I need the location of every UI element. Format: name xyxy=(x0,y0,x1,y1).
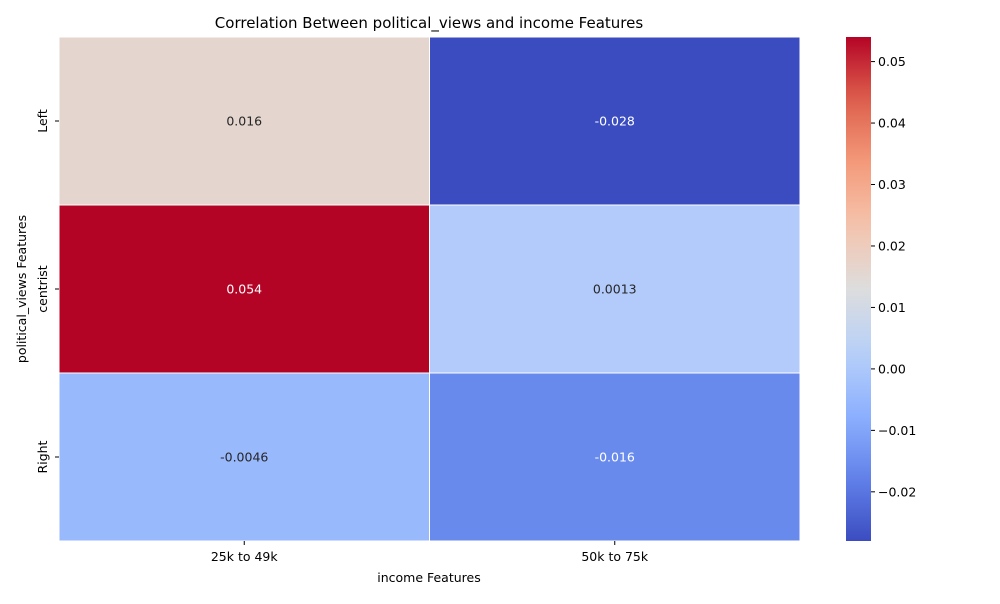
chart-title: Correlation Between political_views and … xyxy=(215,14,644,33)
cell-annotation: 0.016 xyxy=(226,114,262,129)
heatmap-cell xyxy=(429,204,801,374)
cell-annotations: 0.016 -0.028 0.054 0.0013 -0.0046 -0.016 xyxy=(220,114,637,465)
cell-annotation: -0.016 xyxy=(595,450,635,465)
heatmap-cell xyxy=(429,36,801,206)
y-tick-label: Right xyxy=(35,440,50,473)
heatmap-cell xyxy=(58,204,430,374)
colorbar-tick-label: 0.01 xyxy=(878,300,906,315)
colorbar: 0.05 0.04 0.03 0.02 0.01 0.00 −0.01 −0.02 xyxy=(846,37,916,541)
colorbar-tick-label: −0.02 xyxy=(878,484,916,499)
heatmap-cell xyxy=(58,372,430,542)
x-tick-label: 50k to 75k xyxy=(581,549,649,564)
y-tick-label: Left xyxy=(35,109,50,133)
cell-annotation: -0.0046 xyxy=(220,450,268,465)
colorbar-tick-label: 0.00 xyxy=(878,361,906,376)
colorbar-tick-label: 0.02 xyxy=(878,238,906,253)
colorbar-tick-label: −0.01 xyxy=(878,423,916,438)
cell-annotation: -0.028 xyxy=(595,114,635,129)
heatmap-cells xyxy=(58,36,801,542)
y-axis-ticks: Left centrist Right xyxy=(35,109,59,473)
cell-annotation: 0.0013 xyxy=(593,282,637,297)
colorbar-gradient xyxy=(846,37,871,541)
colorbar-tick-label: 0.03 xyxy=(878,177,906,192)
x-axis-ticks: 25k to 49k 50k to 75k xyxy=(211,541,649,564)
heatmap-cell xyxy=(429,372,801,542)
y-axis-label: political_views Features xyxy=(14,215,29,363)
heatmap-cell xyxy=(58,36,430,206)
cell-annotation: 0.054 xyxy=(226,282,262,297)
colorbar-tick-label: 0.05 xyxy=(878,54,906,69)
x-tick-label: 25k to 49k xyxy=(211,549,279,564)
y-tick-label: centrist xyxy=(35,265,50,313)
x-axis-label: income Features xyxy=(377,570,481,585)
colorbar-tick-label: 0.04 xyxy=(878,116,906,131)
